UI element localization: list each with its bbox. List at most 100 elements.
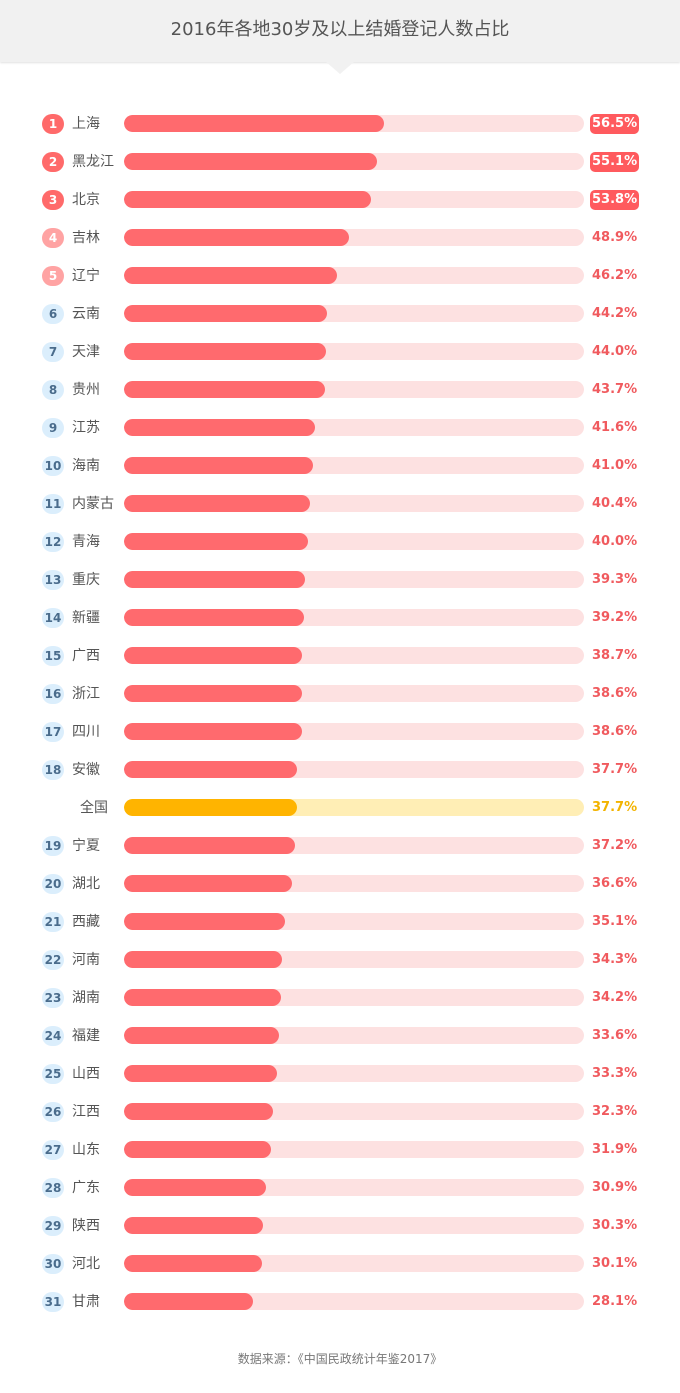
bar-track xyxy=(124,1103,584,1120)
value-label: 34.3% xyxy=(592,952,638,967)
rank-badge: 4 xyxy=(42,228,64,248)
region-label: 西藏 xyxy=(72,914,100,930)
value-label: 28.1% xyxy=(592,1294,638,1309)
region-label: 湖北 xyxy=(72,876,100,892)
rank-badge: 11 xyxy=(42,494,64,514)
chart-row: 27 山东 31.9% xyxy=(0,1140,680,1160)
bar-track xyxy=(124,1255,584,1272)
bar-track xyxy=(124,989,584,1006)
rank-badge: 8 xyxy=(42,380,64,400)
region-label: 上海 xyxy=(72,116,100,132)
value-label: 44.2% xyxy=(592,306,638,321)
bar xyxy=(124,495,310,512)
bar-track xyxy=(124,533,584,550)
chart-row-national: 全国 37.7% xyxy=(0,798,680,818)
region-label: 青海 xyxy=(72,534,100,550)
rank-badge: 7 xyxy=(42,342,64,362)
bar-track xyxy=(124,267,584,284)
chart-row: 5 辽宁 46.2% xyxy=(0,266,680,286)
value-label: 39.2% xyxy=(592,610,638,625)
bar-track xyxy=(124,495,584,512)
value-label: 31.9% xyxy=(592,1142,638,1157)
rank-badge: 31 xyxy=(42,1292,64,1312)
region-label: 重庆 xyxy=(72,572,100,588)
region-label: 陕西 xyxy=(72,1218,100,1234)
value-label: 38.6% xyxy=(592,724,638,739)
rank-badge: 18 xyxy=(42,760,64,780)
value-label: 30.1% xyxy=(592,1256,638,1271)
rank-badge: 12 xyxy=(42,532,64,552)
bar-track xyxy=(124,647,584,664)
region-label: 河南 xyxy=(72,952,100,968)
bar xyxy=(124,191,371,208)
value-label: 38.7% xyxy=(592,648,638,663)
chart-row: 19 宁夏 37.2% xyxy=(0,836,680,856)
bar-track xyxy=(124,305,584,322)
bar xyxy=(124,533,308,550)
chart-row: 16 浙江 38.6% xyxy=(0,684,680,704)
rank-badge: 25 xyxy=(42,1064,64,1084)
rank-badge: 5 xyxy=(42,266,64,286)
chart-row: 8 贵州 43.7% xyxy=(0,380,680,400)
bar xyxy=(124,1255,262,1272)
bar xyxy=(124,1141,271,1158)
bar-track xyxy=(124,1027,584,1044)
region-label: 内蒙古 xyxy=(72,496,114,512)
value-label: 33.3% xyxy=(592,1066,638,1081)
rank-badge: 6 xyxy=(42,304,64,324)
chart-title: 2016年各地30岁及以上结婚登记人数占比 xyxy=(170,19,510,40)
chart-row: 4 吉林 48.9% xyxy=(0,228,680,248)
region-label: 广西 xyxy=(72,648,100,664)
chart-row: 22 河南 34.3% xyxy=(0,950,680,970)
value-label: 40.0% xyxy=(592,534,638,549)
bar-track xyxy=(124,419,584,436)
rank-badge: 10 xyxy=(42,456,64,476)
rank-badge: 2 xyxy=(42,152,64,172)
chart-row: 25 山西 33.3% xyxy=(0,1064,680,1084)
rank-badge: 17 xyxy=(42,722,64,742)
value-label: 37.7% xyxy=(592,762,638,777)
region-label: 海南 xyxy=(72,458,100,474)
rank-badge: 13 xyxy=(42,570,64,590)
bar-track xyxy=(124,457,584,474)
rank-badge: 20 xyxy=(42,874,64,894)
bar-track xyxy=(124,1179,584,1196)
bar xyxy=(124,647,302,664)
rank-badge: 27 xyxy=(42,1140,64,1160)
value-label: 36.6% xyxy=(592,876,638,891)
chart-row: 13 重庆 39.3% xyxy=(0,570,680,590)
bar xyxy=(124,229,349,246)
chart-row: 24 福建 33.6% xyxy=(0,1026,680,1046)
rank-badge: 19 xyxy=(42,836,64,856)
bar xyxy=(124,913,285,930)
bar xyxy=(124,305,327,322)
bar xyxy=(124,1027,279,1044)
rank-badge xyxy=(42,798,64,818)
chart-row: 7 天津 44.0% xyxy=(0,342,680,362)
chart-row: 1 上海 56.5% xyxy=(0,114,680,134)
rank-badge: 24 xyxy=(42,1026,64,1046)
region-label: 云南 xyxy=(72,306,100,322)
value-label: 37.7% xyxy=(592,800,638,815)
value-label: 46.2% xyxy=(592,268,638,283)
value-label: 55.1% xyxy=(590,152,640,172)
region-label: 吉林 xyxy=(72,230,100,246)
bar-track xyxy=(124,951,584,968)
value-label: 30.9% xyxy=(592,1180,638,1195)
chart-row: 14 新疆 39.2% xyxy=(0,608,680,628)
bar xyxy=(124,343,326,360)
bar xyxy=(124,457,313,474)
value-label: 40.4% xyxy=(592,496,638,511)
value-label: 37.2% xyxy=(592,838,638,853)
bar xyxy=(124,1179,266,1196)
region-label: 甘肃 xyxy=(72,1294,100,1310)
rank-badge: 30 xyxy=(42,1254,64,1274)
region-label: 湖南 xyxy=(72,990,100,1006)
bar-track xyxy=(124,571,584,588)
chart-row: 23 湖南 34.2% xyxy=(0,988,680,1008)
region-label: 北京 xyxy=(72,192,100,208)
chart-row: 3 北京 53.8% xyxy=(0,190,680,210)
rank-badge: 21 xyxy=(42,912,64,932)
rank-badge: 22 xyxy=(42,950,64,970)
bar-track xyxy=(124,875,584,892)
